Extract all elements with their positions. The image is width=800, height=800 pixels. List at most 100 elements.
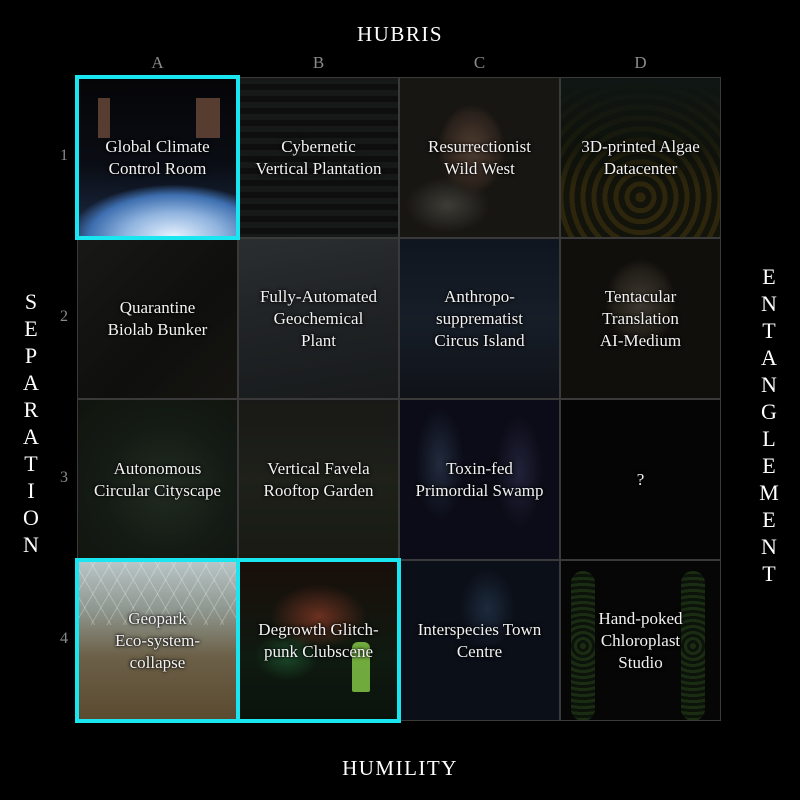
scenario-cell-b2[interactable]: Fully-Automated Geochemical Plant	[238, 238, 399, 399]
scenario-title-line: Quarantine	[119, 297, 196, 317]
scenario-image	[239, 561, 398, 720]
scenario-title: Quarantine Biolab Bunker	[104, 297, 212, 341]
scenario-cell-c1[interactable]: Resurrectionist Wild West	[399, 77, 560, 238]
scenario-cell-c2[interactable]: Anthropo-supprematist Circus Island	[399, 238, 560, 399]
scenario-image	[78, 78, 237, 237]
scenario-cell-b4[interactable]: Degrowth Glitch-punk Clubscene	[238, 560, 399, 721]
scenario-cell-a3[interactable]: Autonomous Circular Cityscape	[77, 399, 238, 560]
scenario-title: Vertical Favela Rooftop Garden	[259, 458, 377, 502]
scenario-title-line: Anthropo-	[444, 286, 515, 306]
scenario-title-line: ?	[636, 469, 645, 489]
axis-right-letter: E	[762, 264, 776, 289]
scenario-cell-d4[interactable]: Hand-poked Chloroplast Studio	[560, 560, 721, 721]
axis-left-letter: N	[23, 532, 39, 557]
scenario-title-line: Circus Island	[434, 330, 525, 350]
axis-right-letter: L	[762, 426, 776, 451]
scenario-title-line: AI-Medium	[599, 330, 682, 350]
scenario-image	[78, 561, 237, 720]
scenario-title-line: Autonomous	[113, 458, 202, 478]
scenario-title: ?	[633, 469, 649, 491]
scenario-title: Resurrectionist Wild West	[424, 136, 535, 180]
axis-left-letter: A	[23, 424, 39, 449]
axis-right-letter: N	[761, 372, 777, 397]
scenario-title-line: Biolab Bunker	[107, 319, 208, 339]
scenario-grid: Global Climate Control Room Cybernetic Vert…	[75, 75, 721, 723]
scenario-image	[400, 78, 559, 237]
scenario-image	[239, 400, 398, 559]
scenario-title-line: collapse	[129, 652, 186, 672]
row-label-2: 2	[60, 308, 68, 325]
scenario-title: Toxin-fed Primordial Swamp	[412, 458, 548, 502]
axis-right-letter: A	[761, 345, 777, 370]
scenario-image	[561, 239, 720, 398]
scenario-cell-d1[interactable]: 3D-printed Algae Datacenter	[560, 77, 721, 238]
scenario-title-line: Geochemical	[273, 308, 364, 328]
scenario-title-line: Toxin-fed	[446, 458, 513, 478]
row-label-1: 1	[60, 147, 68, 164]
scenario-cell-a2[interactable]: Quarantine Biolab Bunker	[77, 238, 238, 399]
scenario-title-line: supprematist	[436, 308, 523, 328]
axis-right-letter: E	[762, 507, 776, 532]
scenario-title: Hand-poked Chloroplast Studio	[594, 608, 686, 674]
column-label-d: D	[634, 53, 647, 72]
axis-left-letter: S	[24, 289, 38, 314]
scenario-image	[239, 78, 398, 237]
scenario-title-line: Chloroplast	[600, 630, 681, 650]
scenario-title-line: Vertical Plantation	[255, 158, 382, 178]
scenario-title-line: Centre	[456, 641, 503, 661]
row-label-4: 4	[60, 630, 68, 647]
scenario-image	[561, 400, 720, 559]
axis-left-letter: O	[23, 505, 39, 530]
axis-left-letter: I	[27, 478, 35, 503]
scenario-image	[400, 400, 559, 559]
scenario-title-line: Fully-Automated	[259, 286, 378, 306]
scenario-image	[78, 400, 237, 559]
scenario-title: Global Climate Control Room	[101, 136, 213, 180]
scenario-title-line: Hand-poked	[598, 608, 683, 628]
scenario-title: Cybernetic Vertical Plantation	[251, 136, 385, 180]
scenario-title-line: Global Climate	[105, 136, 210, 156]
axis-right-letter: M	[759, 480, 779, 505]
scenario-title-line: Studio	[618, 652, 663, 672]
scenario-title-line: Plant	[301, 330, 336, 350]
scenario-title-line: Resurrectionist	[428, 136, 531, 156]
axis-right-letter: G	[761, 399, 777, 424]
scenario-cell-d3[interactable]: ?	[560, 399, 721, 560]
column-label-c: C	[473, 53, 486, 72]
axis-left-letter: T	[24, 451, 38, 476]
column-label-b: B	[312, 53, 325, 72]
axis-right-letter: E	[762, 453, 776, 478]
scenario-cell-c4[interactable]: Interspecies Town Centre	[399, 560, 560, 721]
scenario-image	[400, 561, 559, 720]
scenario-image	[78, 239, 237, 398]
axis-top-label: HUBRIS	[356, 22, 444, 46]
scenario-image	[561, 78, 720, 237]
scenario-title-line: Circular Cityscape	[94, 480, 221, 500]
scenario-title: Interspecies Town Centre	[414, 619, 546, 663]
scenario-title-line: Datacenter	[603, 158, 678, 178]
scenario-title-line: 3D-printed Algae	[581, 136, 700, 156]
scenario-title-line: Rooftop Garden	[263, 480, 374, 500]
scenario-cell-a4[interactable]: Geopark Eco-system-collapse	[77, 560, 238, 721]
scenario-title-line: Cybernetic	[281, 136, 356, 156]
scenario-cell-b1[interactable]: Cybernetic Vertical Plantation	[238, 77, 399, 238]
axis-right-letter: T	[762, 318, 776, 343]
scenario-title-line: Control Room	[108, 158, 207, 178]
scenario-cell-a1[interactable]: Global Climate Control Room	[77, 77, 238, 238]
scenario-title-line: Geopark	[128, 608, 187, 628]
scenario-title-line: Interspecies Town	[417, 619, 542, 639]
scenario-title-line: Vertical Favela	[267, 458, 370, 478]
scenario-title: Geopark Eco-system-collapse	[111, 608, 204, 674]
axis-right-letter: N	[761, 291, 777, 316]
scenario-title-line: Wild West	[444, 158, 515, 178]
scenario-cell-c3[interactable]: Toxin-fed Primordial Swamp	[399, 399, 560, 560]
scenario-title: Fully-Automated Geochemical Plant	[256, 286, 381, 352]
scenario-title-line: Eco-system-	[115, 630, 200, 650]
scenario-title: Anthropo-supprematist Circus Island	[430, 286, 528, 352]
scenario-cell-b3[interactable]: Vertical Favela Rooftop Garden	[238, 399, 399, 560]
axis-right-letter: N	[761, 534, 777, 559]
scenario-cell-d2[interactable]: Tentacular Translation AI-Medium	[560, 238, 721, 399]
scenario-image	[239, 239, 398, 398]
